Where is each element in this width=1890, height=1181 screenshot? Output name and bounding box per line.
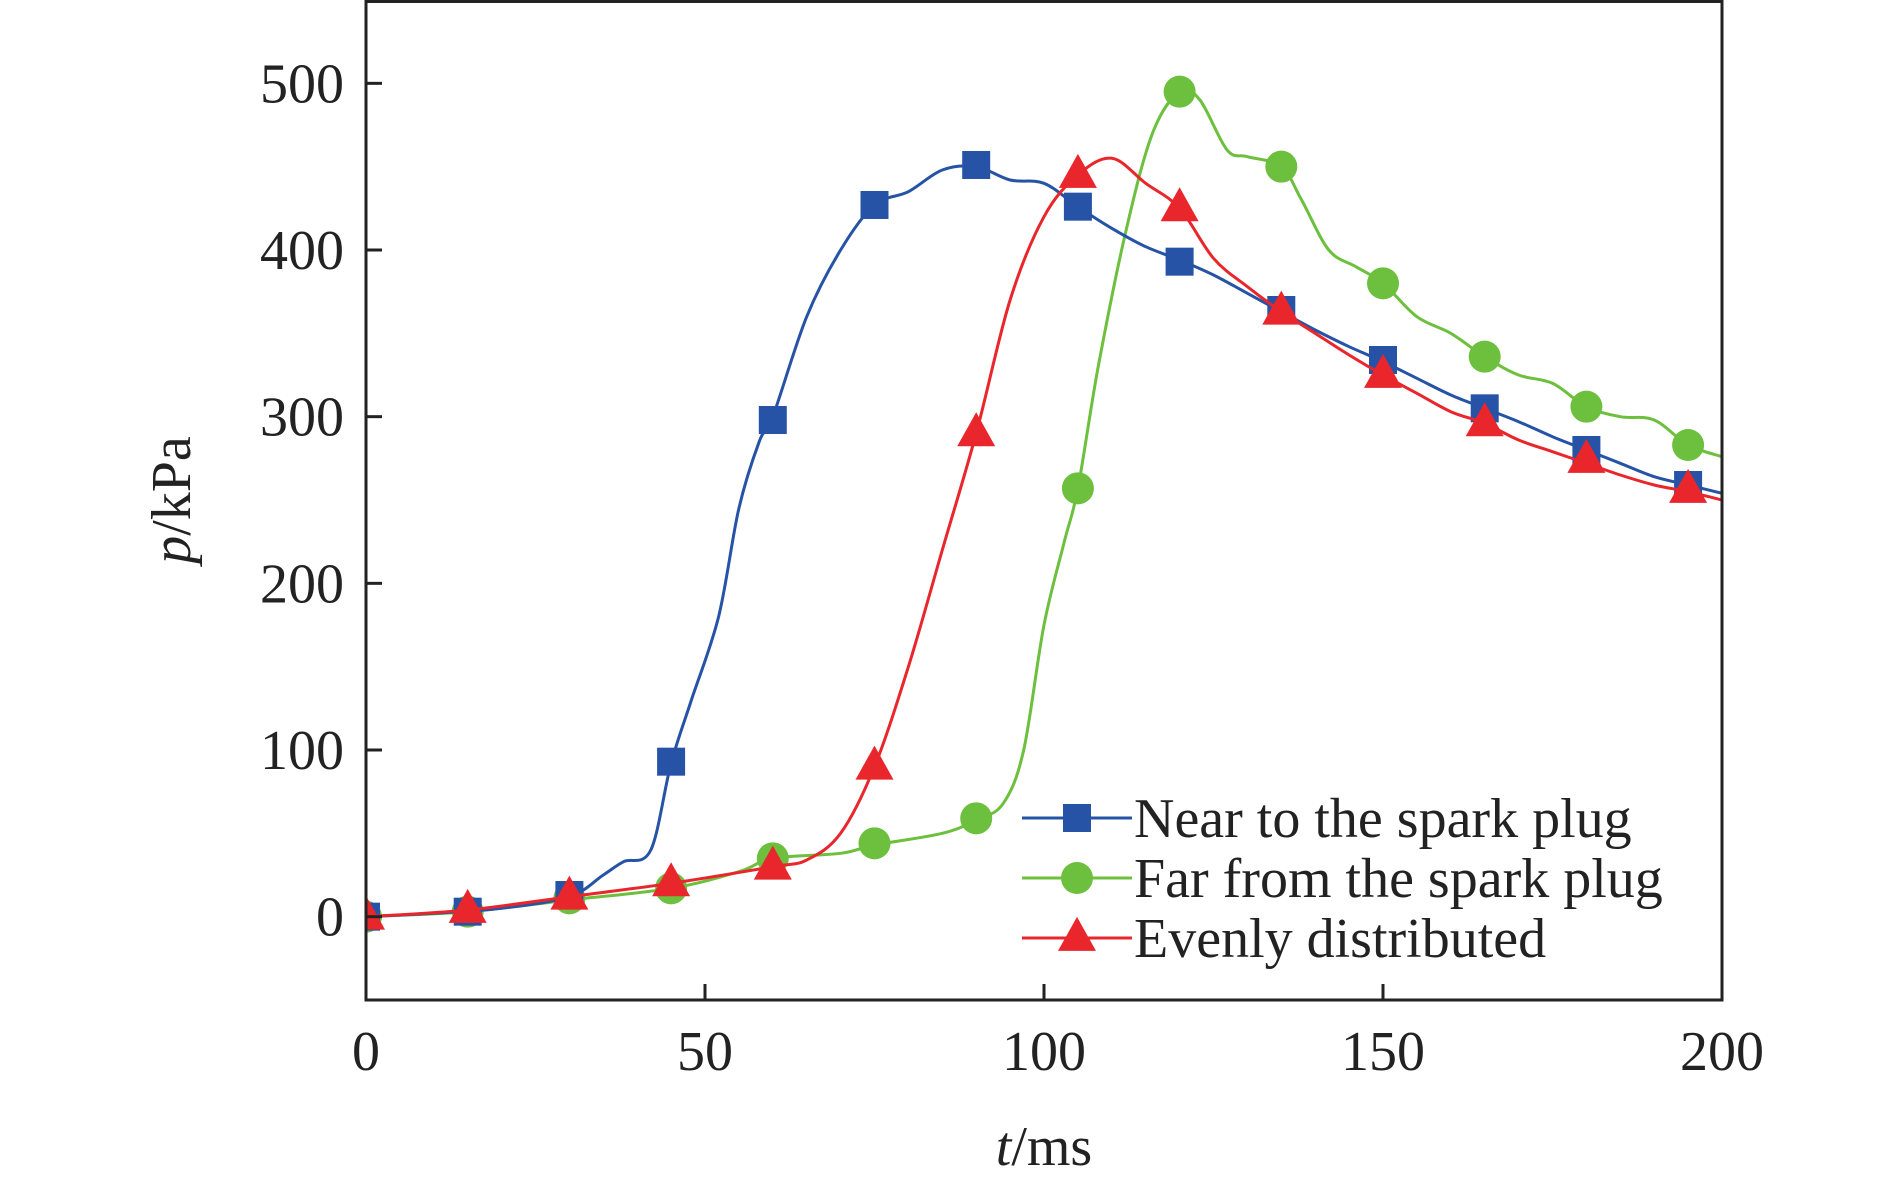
y-tick-label: 100: [260, 720, 344, 782]
data-point-circle: [1061, 472, 1094, 505]
x-tick-label: 150: [1341, 1021, 1425, 1083]
series-line: [366, 156, 1722, 919]
data-point-circle: [1265, 150, 1298, 183]
data-point-triangle: [1262, 290, 1301, 325]
y-axis-variable: p: [141, 536, 203, 568]
data-point-triangle: [753, 845, 792, 880]
x-tick-label: 0: [352, 1021, 380, 1083]
x-axis-unit: /ms: [1011, 1116, 1092, 1178]
data-point-circle: [960, 802, 993, 835]
y-tick-label: 0: [316, 887, 344, 949]
data-point-triangle: [1160, 187, 1199, 222]
data-point-square: [1165, 247, 1194, 276]
x-tick-label: 50: [677, 1021, 733, 1083]
legend-item: Evenly distributed: [1022, 908, 1546, 970]
data-point-circle: [1468, 340, 1501, 373]
data-point-triangle: [1364, 353, 1402, 388]
legend-marker-triangle: [1058, 916, 1096, 951]
data-point-triangle: [1669, 468, 1708, 503]
data-point-triangle: [366, 895, 385, 930]
data-point-square: [758, 406, 787, 434]
data-point-triangle: [1465, 402, 1504, 437]
data-point-triangle: [855, 745, 894, 780]
data-point-triangle: [550, 875, 589, 910]
y-axis-unit: /kPa: [141, 436, 203, 536]
data-point-triangle: [448, 888, 487, 923]
legend-item: Near to the spark plug: [1022, 788, 1632, 850]
legend-marker-square: [1063, 804, 1091, 832]
x-axis-label: t/ms: [996, 1116, 1092, 1178]
legend-label: Evenly distributed: [1134, 908, 1546, 970]
y-tick-label: 400: [260, 220, 344, 282]
y-axis-label: p/kPa: [141, 436, 203, 568]
data-point-circle: [1672, 429, 1705, 461]
data-point-circle: [1367, 267, 1399, 300]
legend-item: Far from the spark plug: [1022, 848, 1663, 910]
y-tick-label: 200: [260, 553, 344, 615]
data-point-triangle: [1058, 153, 1097, 188]
data-point-circle: [1163, 75, 1196, 108]
legend-marker-circle: [1061, 862, 1093, 894]
data-point-circle: [858, 827, 891, 860]
data-point-square: [657, 747, 686, 776]
y-tick-label: 300: [260, 387, 344, 449]
data-point-square: [1063, 192, 1092, 221]
series-triangle: [366, 153, 1722, 930]
data-point-triangle: [652, 862, 691, 897]
y-tick-label: 500: [260, 53, 344, 115]
series-layer: [366, 75, 1722, 933]
legend-label: Near to the spark plug: [1134, 788, 1632, 850]
x-tick-label: 100: [1002, 1021, 1086, 1083]
data-point-triangle: [1567, 438, 1606, 473]
data-point-triangle: [957, 412, 996, 447]
data-point-square: [962, 151, 991, 179]
legend-label: Far from the spark plug: [1134, 848, 1663, 910]
data-point-square: [860, 191, 889, 219]
series-line: [366, 87, 1722, 919]
ticks-layer: 0 50 100 150 200 0 100 200 300 400 500: [260, 53, 1764, 1083]
x-tick-label: 200: [1680, 1021, 1764, 1083]
data-point-circle: [1570, 390, 1603, 423]
x-axis-variable: t: [996, 1116, 1013, 1178]
